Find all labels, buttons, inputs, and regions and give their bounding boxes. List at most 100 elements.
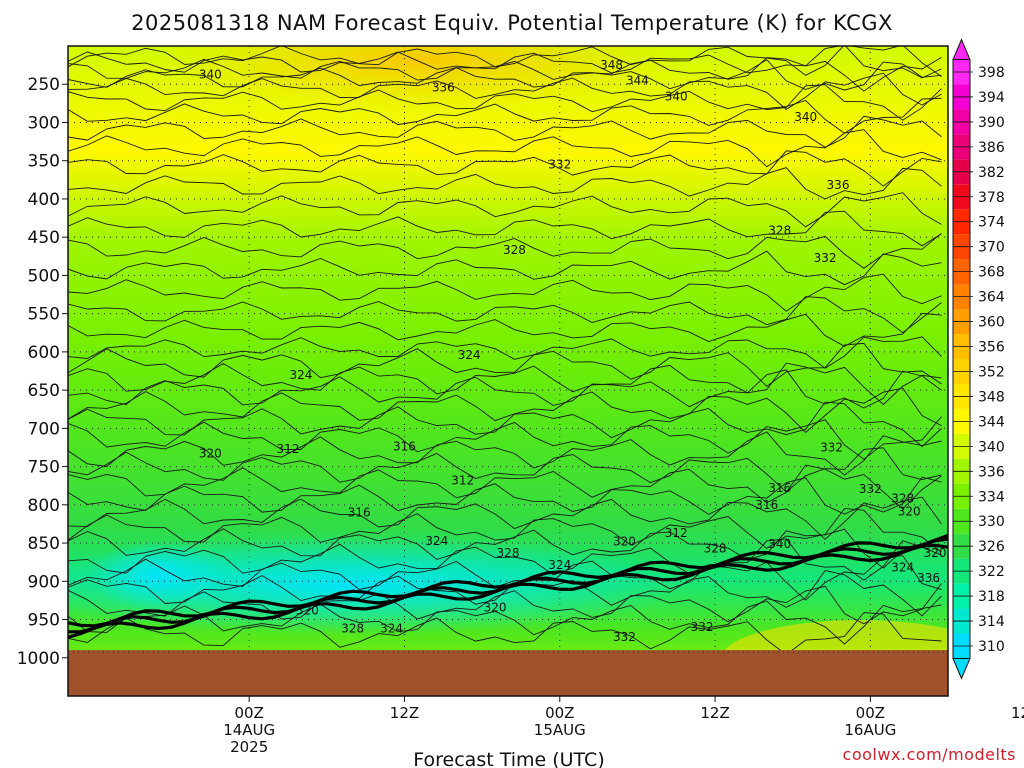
contour-label: 316 [393,440,416,454]
colorbar-label: 386 [978,140,1005,156]
contour-label: 332 [859,482,882,496]
colorbar: 310 314 318 322 326 330 334 336 340 344 348 352 356 3… [952,38,1005,680]
contour-label: 316 [755,498,778,512]
contour-line [68,555,942,601]
colorbar-label: 348 [978,389,1005,405]
contour-label: 332 [814,251,837,265]
contour-label: 340 [768,537,791,551]
contour-label: 328 [891,492,914,506]
x-tick-label: 12Z [700,704,729,722]
colorbar-label: 340 [978,439,1005,455]
contour-line [68,401,942,448]
colorbar-label: 368 [978,265,1005,281]
contour-line [68,538,942,581]
contour-label: 312 [451,473,474,487]
colorbar-label: 326 [978,539,1005,555]
contour-label: 336 [917,571,940,585]
contour-label: 324 [548,558,571,572]
contour-label: 340 [794,110,817,124]
contour-line [68,115,942,148]
contour-line [68,46,942,77]
y-tick-label: 850 [28,534,60,554]
colorbar-label: 330 [978,514,1005,530]
y-tick-label: 350 [28,152,60,172]
y-axis: 250 300 350 400 450 500 550 600 650 700 750 800 850 9… [17,75,68,669]
contour-line [68,167,942,200]
contour-label: 332 [820,440,843,454]
colorbar-label: 314 [978,614,1005,630]
x-tick-label: 00Z [545,704,574,722]
plot-area: 348 340 344 336 340 340 340 332 336 336 332 328 332 3… [68,46,1024,696]
y-tick-label: 1000 [17,649,60,669]
x-tick-label: 16AUG [844,721,896,739]
contour-line [68,210,942,247]
colorbar-label: 394 [978,90,1005,106]
contour-line [68,416,942,460]
x-tick-label: 00Z [234,704,263,722]
contour-label: 324 [458,348,481,362]
contour-label: 320 [898,505,921,519]
contour-line [68,387,942,434]
colorbar-label: 370 [978,240,1005,256]
contour-label: 328 [704,541,727,555]
y-tick-label: 950 [28,611,60,631]
contour-label: 324 [891,561,914,575]
contour-label: 336 [432,80,455,94]
contour-line [68,447,942,493]
contour-line [68,273,942,312]
contour-line [68,464,942,510]
x-axis-label: Forecast Time (UTC) [413,749,604,768]
contour-label: 328 [503,243,526,257]
colorbar-bottom-arrow [952,657,971,680]
contour-label: 332 [691,620,714,634]
contour-line [68,431,942,476]
colorbar-label: 344 [978,414,1005,430]
warm-region-top [160,46,680,110]
contour-line [68,312,942,347]
x-tick-label: 15AUG [534,721,586,739]
x-tick-label: 12Z [1011,704,1024,722]
contour-label: 340 [665,89,688,103]
x-tick-label: 2025 [230,738,268,756]
contour-line [68,336,942,369]
colorbar-label: 336 [978,464,1005,480]
contour-label: 328 [341,622,364,636]
chart-title: 2025081318 NAM Forecast Equiv. Potential… [131,11,893,35]
colorbar-label: 352 [978,364,1005,380]
contour-label: 336 [1008,187,1024,201]
colorbar-label: 364 [978,290,1005,306]
contour-line [68,129,942,168]
contour-label: 324 [425,534,448,548]
x-tick-label: 00Z [856,704,885,722]
contour-line [68,528,942,569]
contour-label: 324 [289,368,312,382]
contour-line [68,150,942,187]
contour-line [68,342,942,387]
colorbar-label: 398 [978,65,1005,81]
contour-label: 324 [380,622,403,636]
contour-label: 336 [827,178,850,192]
y-tick-label: 500 [28,266,60,286]
contour-label: 320 [296,603,319,617]
contour-labels: 348 340 344 336 340 340 340 332 336 336 332 328 332 3… [199,58,1024,644]
contour-label: 320 [199,447,222,461]
contour-label: 348 [600,58,623,72]
contour-line [68,496,942,540]
x-tick-label: 12Z [390,704,419,722]
colorbar-label: 374 [978,215,1005,231]
contour-line [68,600,942,645]
colorbar-label: 360 [978,315,1005,331]
y-tick-label: 650 [28,381,60,401]
contour-line [68,192,942,228]
y-tick-label: 600 [28,343,60,363]
contour-line [68,612,942,656]
contour-label: 328 [768,223,791,237]
y-tick-label: 900 [28,572,60,592]
y-tick-label: 250 [28,75,60,95]
plot-frame [67,45,949,697]
contour-label: 320 [924,546,947,560]
contour-line [68,59,942,91]
colorbar-top-arrow [952,38,971,61]
x-tick-label: 14AUG [223,721,275,739]
